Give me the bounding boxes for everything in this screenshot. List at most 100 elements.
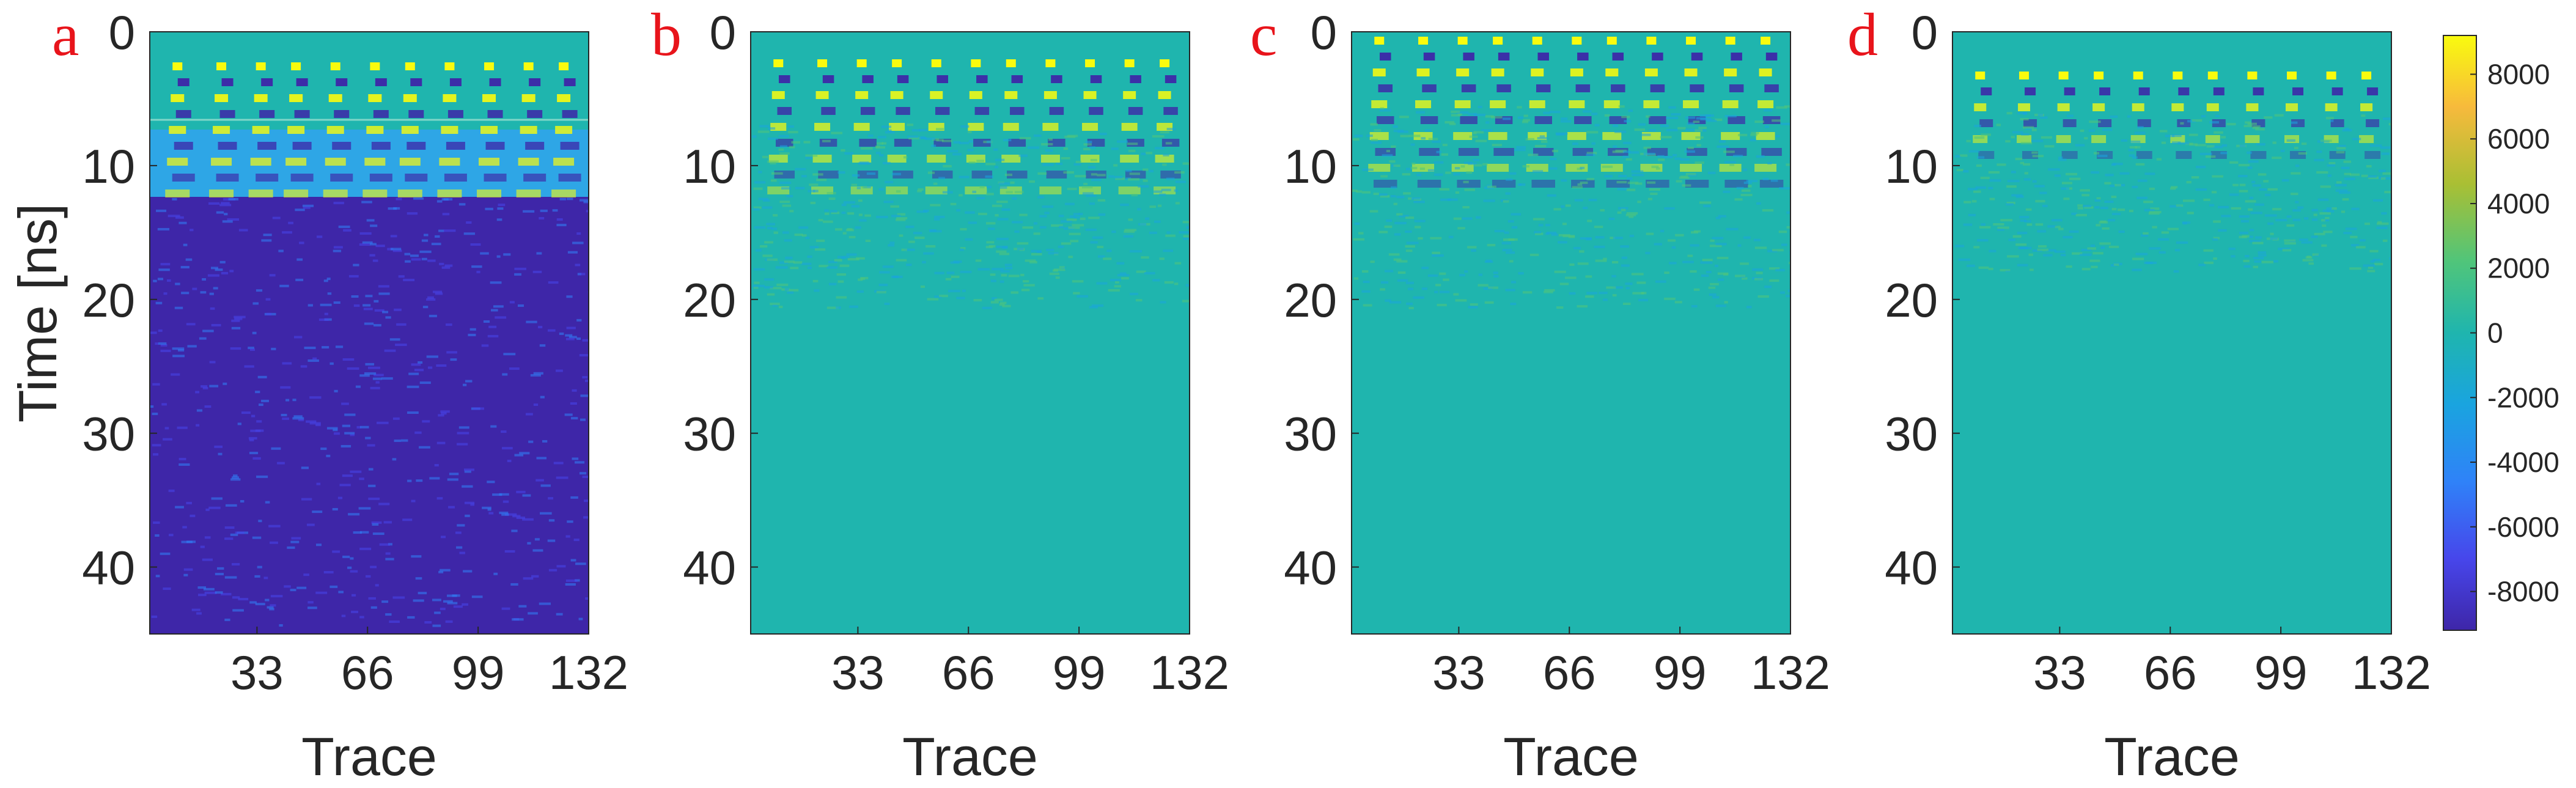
texture-speck: [395, 344, 407, 347]
texture-speck: [2344, 172, 2352, 175]
texture-speck: [1750, 139, 1756, 142]
signal-stripe: [551, 190, 576, 197]
texture-speck: [784, 260, 795, 263]
texture-speck: [1551, 233, 1558, 236]
texture-speck: [333, 249, 342, 252]
texture-speck: [419, 446, 430, 449]
texture-speck: [1427, 169, 1435, 172]
signal-stripe: [1683, 100, 1699, 108]
texture-speck: [999, 303, 1005, 306]
texture-speck: [315, 424, 321, 427]
texture-speck: [1643, 146, 1651, 149]
texture-speck: [579, 273, 586, 276]
texture-speck: [414, 369, 424, 372]
texture-speck: [2209, 204, 2215, 207]
signal-stripe: [2064, 87, 2075, 95]
texture-speck: [218, 452, 223, 455]
texture-speck: [2100, 207, 2108, 210]
texture-speck: [1082, 192, 1094, 195]
texture-speck: [1649, 188, 1661, 191]
texture-speck: [2037, 248, 2049, 251]
texture-speck: [1361, 191, 1371, 194]
texture-speck: [1562, 235, 1575, 238]
texture-speck: [269, 274, 276, 277]
texture-speck: [1114, 285, 1121, 288]
texture-speck: [1455, 299, 1467, 302]
signal-stripe: [1011, 75, 1023, 83]
texture-speck: [2229, 193, 2239, 196]
texture-speck: [279, 284, 289, 287]
texture-speck: [1963, 170, 1969, 173]
texture-speck: [1098, 255, 1105, 258]
texture-speck: [770, 303, 780, 306]
texture-speck: [831, 131, 843, 134]
texture-speck: [555, 369, 563, 372]
texture-speck: [2238, 164, 2250, 167]
texture-speck: [882, 161, 891, 164]
texture-speck: [2020, 219, 2026, 222]
texture-speck: [1124, 229, 1136, 232]
texture-speck: [1162, 163, 1167, 166]
signal-stripe: [930, 91, 943, 99]
signal-stripe: [2326, 72, 2336, 79]
texture-speck: [2253, 265, 2258, 268]
texture-speck: [364, 372, 377, 375]
signal-stripe: [480, 126, 498, 134]
texture-speck: [789, 210, 794, 213]
texture-speck: [1740, 262, 1749, 265]
texture-speck: [539, 512, 552, 515]
texture-speck: [293, 415, 303, 418]
texture-speck: [374, 374, 384, 377]
texture-speck: [224, 526, 235, 529]
texture-speck: [542, 440, 548, 443]
texture-speck: [1185, 284, 1190, 287]
texture-speck: [1655, 280, 1666, 283]
texture-speck: [2377, 222, 2389, 225]
texture-speck: [2270, 237, 2278, 240]
texture-speck: [1005, 267, 1013, 270]
texture-speck: [939, 295, 948, 298]
texture-speck: [1427, 274, 1438, 277]
texture-speck: [1152, 135, 1165, 138]
texture-speck: [586, 210, 589, 213]
texture-speck: [856, 257, 865, 260]
texture-speck: [815, 239, 825, 242]
texture-speck: [2286, 139, 2295, 142]
signal-stripe: [822, 75, 834, 83]
texture-speck: [1439, 290, 1450, 293]
texture-speck: [181, 292, 190, 295]
texture-speck: [1660, 124, 1669, 127]
texture-speck: [1415, 226, 1421, 229]
signal-stripe: [1492, 180, 1516, 188]
texture-speck: [1020, 273, 1025, 276]
texture-speck: [781, 187, 791, 190]
texture-speck: [502, 373, 508, 376]
texture-speck: [891, 215, 901, 218]
signal-stripe: [860, 107, 875, 115]
texture-speck: [2327, 164, 2335, 167]
texture-speck: [353, 531, 362, 534]
texture-speck: [501, 513, 509, 516]
texture-speck: [403, 279, 415, 282]
texture-speck: [1163, 249, 1174, 252]
texture-speck: [2182, 199, 2195, 202]
texture-speck: [327, 292, 332, 295]
texture-speck: [1756, 202, 1761, 205]
texture-speck: [522, 518, 534, 521]
signal-stripe: [1128, 107, 1143, 115]
texture-speck: [172, 347, 185, 350]
texture-speck: [1517, 106, 1522, 109]
texture-speck: [1354, 222, 1360, 225]
texture-speck: [158, 329, 163, 332]
texture-speck: [158, 268, 170, 271]
texture-speck: [175, 506, 184, 509]
texture-speck: [540, 396, 545, 399]
texture-speck: [1625, 282, 1633, 285]
x-tick-label-c-2: 99: [1654, 646, 1707, 699]
signal-stripe: [523, 174, 546, 182]
field-b: [751, 32, 1190, 634]
texture-speck: [1164, 281, 1174, 284]
texture-speck: [468, 333, 476, 336]
signal-stripe: [1120, 155, 1139, 163]
texture-speck: [174, 306, 183, 309]
